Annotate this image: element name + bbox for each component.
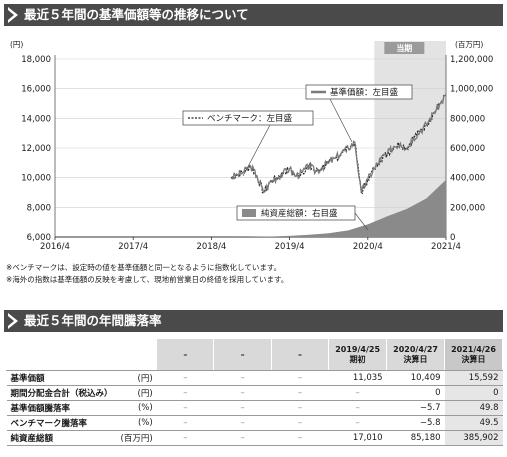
right-tick-label: 200,000 [450, 203, 485, 213]
column-header: – [213, 338, 272, 371]
legend-net-assets-leader [354, 212, 369, 231]
table-cell: – [213, 400, 272, 416]
table-row: 基準価額 (円) – – – 11,035 10,409 15,592 [6, 370, 503, 386]
section-title: 最近５年間の年間騰落率 [24, 313, 162, 328]
row-unit: (%) [116, 415, 157, 431]
table-cell: 385,902 [444, 430, 503, 446]
table-cell: – [156, 370, 214, 386]
annual-returns-table: – – – 2019/4/25 期初 2020/4/27 決算日 2021/4/26… [5, 338, 503, 446]
table-cell: – [213, 415, 272, 431]
row-label: 純資産総額 [6, 430, 117, 446]
current-period-badge [384, 42, 425, 54]
table-cell: −5.8 [386, 415, 445, 431]
column-header: – [270, 338, 330, 371]
table-cell: −5.7 [386, 400, 445, 416]
column-header: 2020/4/27 決算日 [386, 338, 446, 371]
table-cell: – [271, 370, 329, 386]
column-header: 2019/4/25 期初 [328, 338, 388, 371]
right-tick-label: 800,000 [450, 114, 485, 124]
legend-nav-leader [329, 98, 353, 143]
row-unit: (円) [116, 385, 157, 401]
legend-net-assets-label: 純資産総額：右目盛 [261, 208, 338, 219]
legend-benchmark-leader [242, 124, 271, 177]
current-period-label: 当期 [396, 43, 412, 53]
nav-chart: 当期 6,000 0 8,000 200,000 10,000 400,000 12,000 6… [10, 40, 493, 252]
table-cell: 11,035 [328, 370, 387, 386]
table-row: 期間分配金合計（税込み） (円) – – – – 0 0 [6, 385, 503, 401]
table-cell: – [156, 400, 214, 416]
left-tick-label: 10,000 [21, 174, 51, 184]
right-tick-label: 600,000 [450, 144, 485, 154]
table-cell: 49.5 [444, 415, 503, 431]
table-cell: – [156, 385, 214, 401]
table-header-row: – – – 2019/4/25 期初 2020/4/27 決算日 2021/4/26… [5, 338, 503, 371]
row-unit: (%) [116, 400, 157, 416]
legend-nav-label: 基準価額：左目盛 [330, 87, 399, 98]
legend-benchmark-box [182, 110, 314, 126]
column-header-current: 2021/4/26 決算日 [444, 338, 503, 371]
x-tick-label: 2018/4 [196, 242, 226, 252]
row-label: 基準価額騰落率 [6, 400, 117, 416]
series-nav-line [230, 94, 447, 194]
table-row: ベンチマーク騰落率 (%) – – – – −5.8 49.5 [6, 415, 503, 431]
section-title-bar: 最近５年間の基準価額等の推移について [4, 4, 503, 26]
table-cell: – [213, 385, 272, 401]
x-tick-label: 2017/4 [118, 242, 148, 252]
row-label: 基準価額 [6, 370, 117, 386]
x-tick-label: 2021/4 [431, 242, 461, 252]
table-cell: – [271, 385, 329, 401]
table-cell: 0 [444, 385, 503, 401]
table-cell: 15,592 [444, 370, 503, 386]
table-cell: 49.8 [444, 400, 503, 416]
section-title: 最近５年間の基準価額等の推移について [24, 7, 249, 22]
note-overseas: ※海外の指数は基準価額の反映を考慮して、現地前営業日の終値を採用しています。 [6, 275, 289, 284]
left-tick-label: 16,000 [21, 85, 51, 95]
row-unit: (円) [116, 370, 157, 386]
row-unit: (百万円) [116, 430, 157, 446]
table-cell: – [213, 370, 272, 386]
left-axis-unit: (円) [10, 40, 23, 49]
right-tick-label: 400,000 [450, 174, 485, 184]
row-label: 期間分配金合計（税込み） [6, 385, 117, 401]
table-row: 純資産総額 (百万円) – – – 17,010 85,180 385,902 [6, 430, 503, 446]
row-label: ベンチマーク騰落率 [6, 415, 117, 431]
left-tick-label: 6,000 [27, 233, 51, 243]
right-axis-unit: (百万円) [455, 40, 483, 49]
table-cell: 10,409 [386, 370, 445, 386]
table-cell: – [271, 400, 329, 416]
table-cell: 17,010 [328, 430, 387, 446]
left-tick-label: 18,000 [21, 55, 51, 65]
table-cell: – [328, 385, 387, 401]
table-cell: 0 [386, 385, 445, 401]
table-cell: 85,180 [386, 430, 445, 446]
legend-benchmark-label: ベンチマーク：左目盛 [207, 113, 293, 124]
note-benchmark: ※ベンチマークは、設定時の値を基準価額と同一となるように指数化しています。 [6, 263, 282, 272]
table-cell: – [328, 415, 387, 431]
table-cell: – [271, 430, 329, 446]
left-tick-label: 12,000 [21, 144, 51, 154]
table-cell: – [271, 415, 329, 431]
table-row: 基準価額騰落率 (%) – – – – −5.7 49.8 [6, 400, 503, 416]
series-net-assets-area [230, 179, 446, 237]
legend-net-assets-swatch [242, 209, 256, 217]
x-tick-label: 2020/4 [353, 242, 383, 252]
section-title-bar-returns: 最近５年間の年間騰落率 [4, 310, 503, 332]
x-tick-label: 2016/4 [40, 242, 70, 252]
left-tick-label: 14,000 [21, 114, 51, 124]
table-cell: – [156, 415, 214, 431]
right-tick-label: 1,000,000 [450, 85, 493, 95]
column-header: – [156, 338, 215, 371]
table-cell: – [213, 430, 272, 446]
left-tick-label: 8,000 [27, 203, 51, 213]
legend-nav-box [305, 84, 413, 100]
x-tick-label: 2019/4 [275, 242, 305, 252]
table-cell: – [156, 430, 214, 446]
table-cell: – [328, 400, 387, 416]
right-tick-label: 1,200,000 [450, 55, 493, 65]
right-tick-label: 0 [450, 233, 455, 243]
